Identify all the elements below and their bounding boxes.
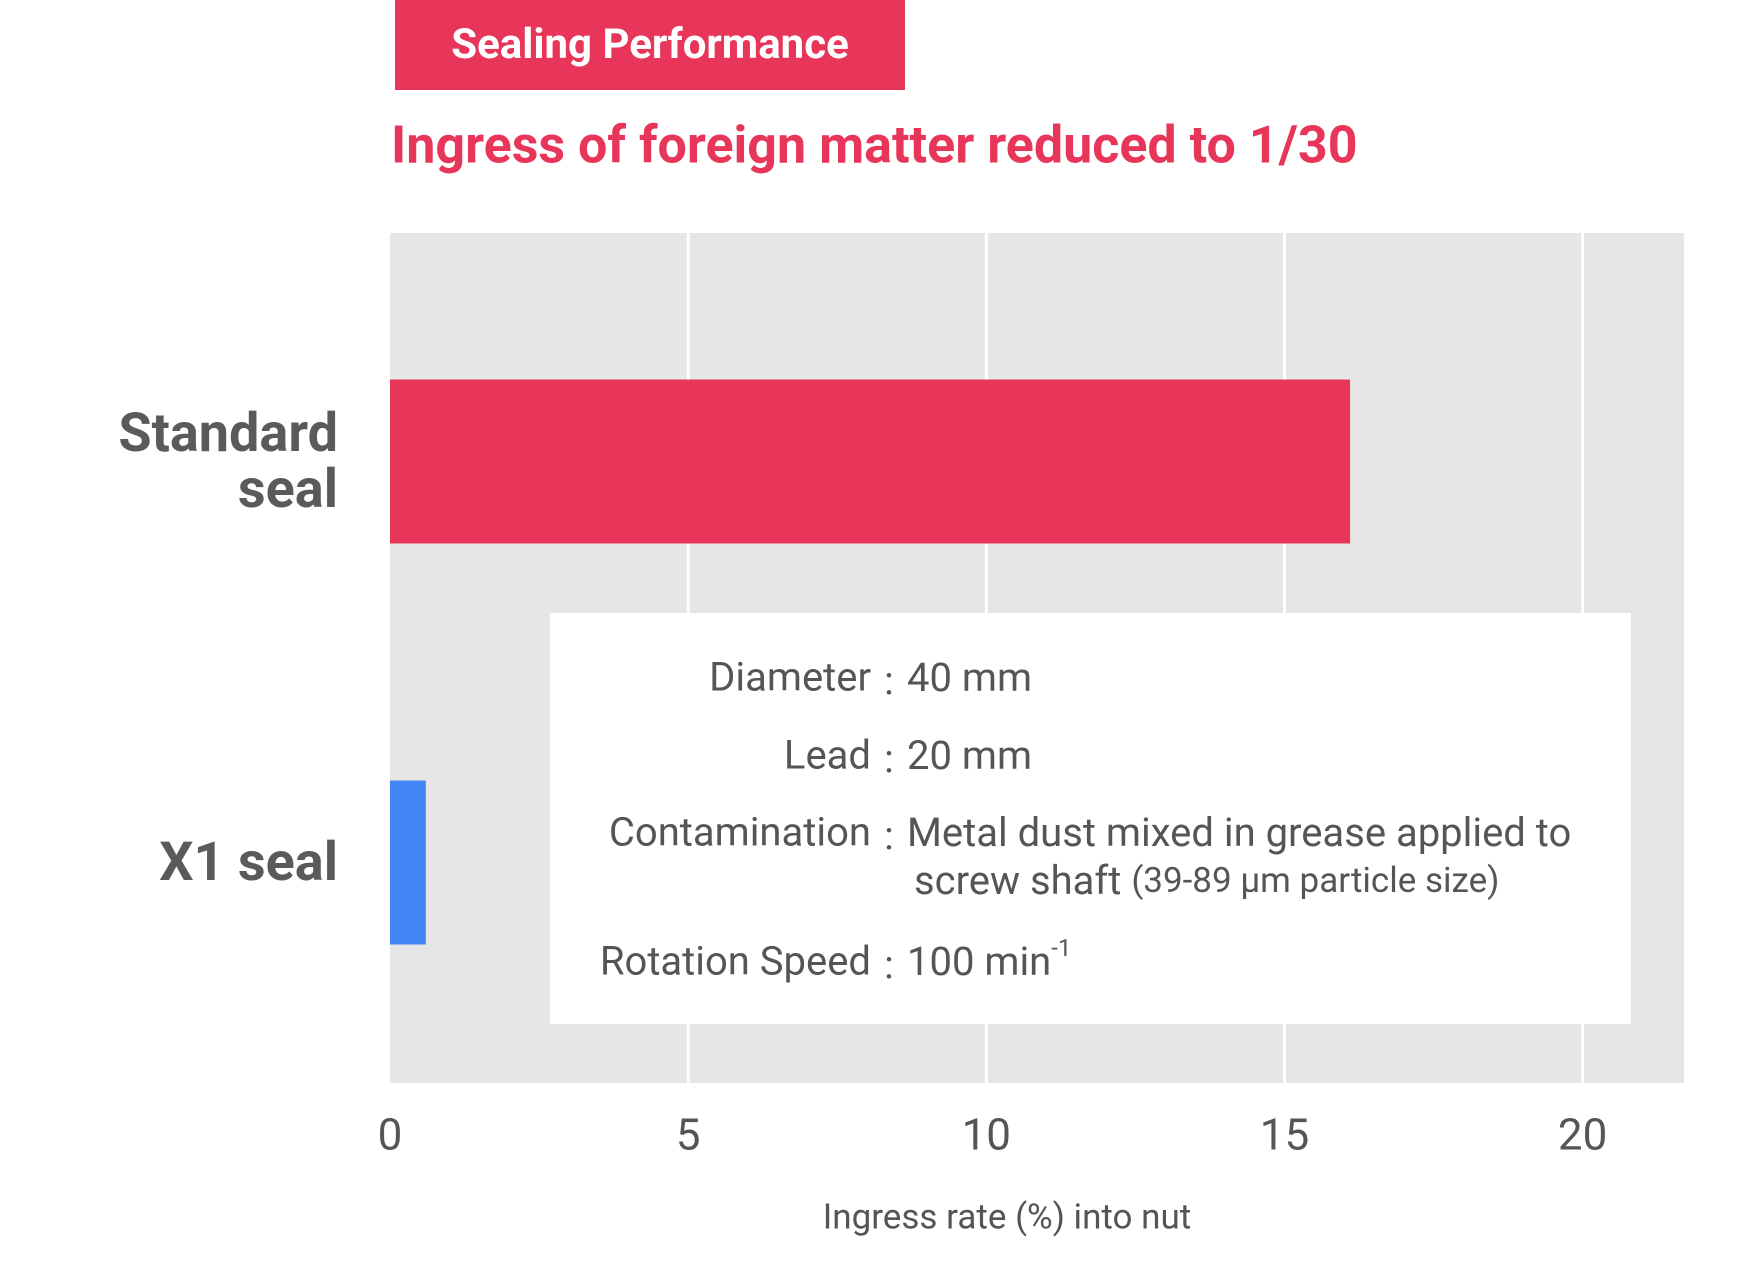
- condition-value: screw shaft (39-89 µm particle size): [914, 857, 1499, 904]
- condition-label: Diameter: [709, 654, 871, 701]
- chart-title: Ingress of foreign matter reduced to 1/3…: [391, 115, 1358, 176]
- badge: Sealing Performance: [451, 20, 849, 69]
- condition-separator: :: [884, 813, 894, 860]
- condition-separator: :: [884, 736, 894, 783]
- condition-value-text: 40 mm: [907, 654, 1032, 701]
- x-tick-label: 20: [1558, 1109, 1607, 1161]
- condition-value-text: 20 mm: [907, 732, 1032, 779]
- y-tick-label: Standard seal: [118, 401, 338, 521]
- x-tick-label: 5: [676, 1109, 701, 1161]
- condition-separator: :: [884, 658, 894, 705]
- x-tick-label: 15: [1260, 1109, 1309, 1161]
- condition-value: 100 min-1: [907, 934, 1071, 984]
- condition-value: 40 mm: [907, 654, 1032, 701]
- condition-value-text: Metal dust mixed in grease applied to: [907, 809, 1571, 856]
- x-axis-label: Ingress rate (%) into nut: [823, 1196, 1191, 1237]
- x-tick-label: 0: [378, 1109, 403, 1161]
- condition-label: Contamination: [609, 809, 871, 856]
- badge-bg: [395, 0, 905, 90]
- condition-value: 20 mm: [907, 732, 1032, 779]
- condition-label: Lead: [784, 732, 871, 779]
- condition-value-text: screw shaft: [914, 857, 1121, 904]
- bar: [390, 379, 1351, 544]
- condition-separator: :: [884, 942, 894, 989]
- bar: [390, 780, 426, 945]
- condition-label: Rotation Speed: [600, 938, 871, 985]
- condition-superscript: -1: [1051, 934, 1071, 962]
- info-box: [550, 613, 1631, 1024]
- x-tick-label: 10: [962, 1109, 1011, 1161]
- y-tick-label: X1 seal: [159, 830, 338, 894]
- condition-value: Metal dust mixed in grease applied to: [907, 809, 1571, 856]
- condition-value-text: 100 min: [907, 938, 1051, 985]
- condition-note: (39-89 µm particle size): [1131, 860, 1499, 901]
